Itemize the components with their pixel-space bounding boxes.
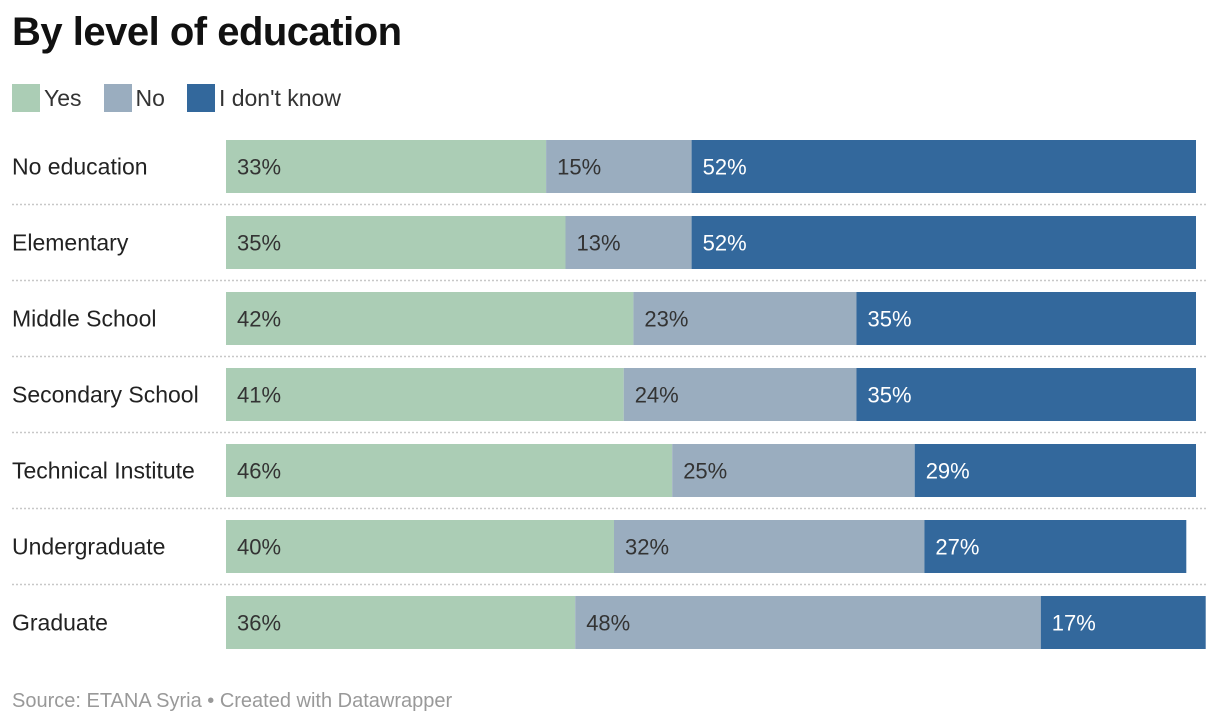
category-label-technical-institute: Technical Institute xyxy=(12,458,195,484)
bar-segment-dont-know-elementary xyxy=(691,216,1196,269)
data-label-yes-no-education: 33% xyxy=(237,155,281,180)
category-label-elementary: Elementary xyxy=(12,230,129,256)
bar-segment-no-graduate xyxy=(575,596,1041,649)
legend-item-dont-know: I don't know xyxy=(186,84,341,112)
bar-segment-dont-know-technical-institute xyxy=(914,444,1196,497)
chart-title: By level of education xyxy=(12,10,402,54)
legend-label-yes: Yes xyxy=(44,84,82,111)
bar-segment-yes-secondary-school xyxy=(226,368,624,421)
bar-segment-yes-no-education xyxy=(226,140,547,193)
data-label-no-elementary: 13% xyxy=(577,231,621,256)
data-label-yes-secondary-school: 41% xyxy=(237,383,281,408)
data-label-no-undergraduate: 32% xyxy=(625,535,669,560)
legend: Yes No I don't know xyxy=(12,84,363,112)
bar-segment-no-middle-school xyxy=(633,292,857,345)
bar-segment-no-elementary xyxy=(565,216,692,269)
category-label-no-education: No education xyxy=(12,154,148,180)
bar-segment-no-secondary-school xyxy=(623,368,857,421)
legend-label-no: No xyxy=(135,84,165,111)
bar-segment-dont-know-undergraduate xyxy=(924,520,1187,573)
bar-segment-dont-know-no-education xyxy=(691,140,1196,193)
legend-item-yes: Yes xyxy=(12,84,82,112)
data-label-no-middle-school: 23% xyxy=(644,307,688,332)
category-label-middle-school: Middle School xyxy=(12,306,156,332)
data-label-dont-know-graduate: 17% xyxy=(1052,611,1096,636)
data-label-yes-elementary: 35% xyxy=(237,231,281,256)
stacked-bar-chart: No education 33% 15% 52% Elementary 35% 13% 52%… xyxy=(12,140,1208,649)
data-label-dont-know-middle-school: 35% xyxy=(868,307,912,332)
source-credit: Source: ETANA Syria • Created with Dataw… xyxy=(12,690,453,712)
data-label-no-technical-institute: 25% xyxy=(683,459,727,484)
data-label-dont-know-no-education: 52% xyxy=(703,155,747,180)
legend-swatch-yes xyxy=(12,84,40,112)
data-label-dont-know-undergraduate: 27% xyxy=(935,535,979,560)
category-label-secondary-school: Secondary School xyxy=(12,382,199,408)
data-label-yes-undergraduate: 40% xyxy=(237,535,281,560)
bar-segment-yes-technical-institute xyxy=(226,444,673,497)
bar-segment-dont-know-middle-school xyxy=(856,292,1196,345)
legend-swatch-no xyxy=(103,84,132,112)
category-label-graduate: Graduate xyxy=(12,610,108,636)
bar-segment-no-no-education xyxy=(546,140,692,193)
data-label-dont-know-elementary: 52% xyxy=(703,231,747,256)
data-label-dont-know-secondary-school: 35% xyxy=(868,383,912,408)
bar-segment-no-technical-institute xyxy=(672,444,915,497)
data-label-dont-know-technical-institute: 29% xyxy=(926,459,970,484)
category-label-undergraduate: Undergraduate xyxy=(12,534,165,560)
data-label-yes-graduate: 36% xyxy=(237,611,281,636)
data-label-yes-middle-school: 42% xyxy=(237,307,281,332)
legend-item-no: No xyxy=(103,84,165,112)
data-label-no-no-education: 15% xyxy=(557,155,601,180)
data-label-no-secondary-school: 24% xyxy=(635,383,679,408)
bar-segment-yes-undergraduate xyxy=(226,520,614,573)
legend-label-dont-know: I don't know xyxy=(218,84,341,111)
bar-segment-yes-middle-school xyxy=(226,292,634,345)
bar-segment-dont-know-graduate xyxy=(1040,596,1206,649)
bar-segment-dont-know-secondary-school xyxy=(856,368,1196,421)
data-label-yes-technical-institute: 46% xyxy=(237,459,281,484)
legend-swatch-dont-know xyxy=(186,84,215,112)
bar-segment-no-undergraduate xyxy=(614,520,925,573)
data-label-no-graduate: 48% xyxy=(586,611,630,636)
bar-segment-yes-elementary xyxy=(226,216,566,269)
bar-segment-yes-graduate xyxy=(226,596,576,649)
